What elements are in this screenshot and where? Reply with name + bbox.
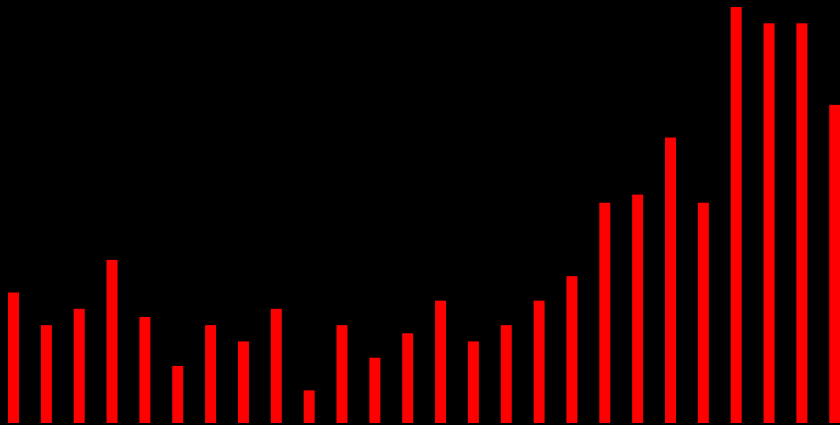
bar-14 [435,300,447,423]
bar-11 [336,325,348,423]
bar-21 [665,137,676,423]
bar-4 [106,259,118,423]
bar-2 [40,325,52,423]
bar-25 [796,23,808,424]
bar-20 [632,194,644,423]
bar-9 [270,308,282,423]
bar-8 [237,341,249,423]
bar-5 [139,316,151,423]
bar-1 [8,292,19,423]
bar-19 [599,202,611,423]
bar-18 [566,276,578,423]
bar-series [8,7,840,424]
bar-24 [763,23,775,424]
bar-15 [467,341,479,423]
bar-12 [369,357,381,423]
bar-26 [829,104,840,423]
bar-3 [73,308,85,423]
bar-22 [697,202,709,423]
bar-7 [205,325,217,423]
bar-10 [303,390,315,423]
bar-17 [533,300,545,423]
bar-13 [402,333,414,423]
bar-23 [730,7,742,423]
bar-6 [172,365,184,423]
bar-16 [500,325,512,423]
